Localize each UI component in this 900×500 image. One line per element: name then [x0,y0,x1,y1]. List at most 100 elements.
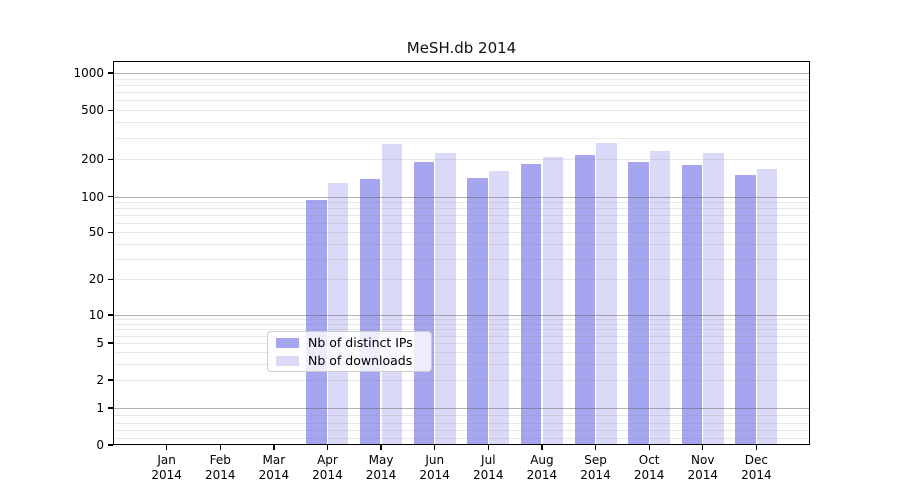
y-tickmark-500 [108,109,113,111]
x-axis-tick-label-aug: Aug 2014 [526,453,558,482]
gridline-minor-90 [113,202,810,204]
x-axis-tick-label-mar: Mar 2014 [258,453,290,482]
y-tickmark-2 [108,379,113,381]
x-tickmark-jan [166,445,168,450]
x-tickmark-jul [487,445,489,450]
x-axis-tick-label-apr: Apr 2014 [312,453,343,482]
bar-downloads-oct [649,150,671,445]
gridline-minor-900 [113,78,810,80]
bar-downloads-dec [756,169,778,445]
gridline-minor-600 [113,100,810,102]
x-tickmark-mar [273,445,275,450]
x-tickmark-nov [702,445,704,450]
gridline-minor-40 [113,243,810,245]
gridline-minor-60 [113,222,810,224]
gridline-minor-7 [113,329,810,331]
y-tickmark-10 [108,314,113,316]
x-axis-tick-label-jan: Jan 2014 [151,453,182,482]
y-axis-tick-label-10: 10 [88,308,104,322]
y-axis-tick-label-50: 50 [88,225,104,240]
bar-distinct-ips-jun [413,161,435,445]
bar-downloads-jul [488,171,510,445]
y-axis-tick-label-0: 0 [96,438,104,452]
x-tickmark-sep [594,445,597,450]
gridline-minor-500 [113,110,810,112]
bar-distinct-ips-apr [306,200,327,445]
gridline-minor-30 [113,258,810,260]
y-axis-tick-label-500: 500 [81,103,104,118]
bar-downloads-may [381,144,403,445]
x-axis-tick-label-sep: Sep 2014 [580,453,611,482]
gridline-minor-80 [113,208,810,210]
x-tickmark-oct [648,445,650,450]
bar-downloads-apr [328,183,349,445]
chart-title: MeSH.db 2014 [406,39,517,57]
y-axis-tick-label-200: 200 [81,152,104,167]
gridline-minor-200 [113,159,810,161]
gridline-minor-6 [113,335,810,337]
y-tickmark-5 [108,342,113,344]
gridline-major-100 [113,196,810,198]
bar-distinct-ips-may [360,178,381,445]
bar-distinct-ips-oct [628,161,649,445]
gridline-minor-0.2 [113,437,810,439]
y-axis-tick-label-20: 20 [88,272,104,287]
x-axis-tick-label-jun: Jun 2014 [419,453,450,482]
bar-downloads-sep [596,142,617,445]
gridline-minor-4 [113,352,810,353]
plot-area [113,61,810,445]
x-tickmark-may [380,445,382,450]
gridline-minor-0.8 [113,415,810,417]
x-axis-tick-label-may: May 2014 [365,453,397,482]
y-axis-tick-label-1000: 1000 [73,66,104,80]
y-axis-tick-label-5: 5 [96,335,104,350]
gridline-minor-50 [113,232,810,234]
legend: Nb of distinct IPs Nb of downloads [267,331,432,372]
y-tickmark-1 [108,407,113,409]
y-axis-tick-label-100: 100 [81,189,104,204]
bar-distinct-ips-aug [520,163,542,445]
gridline-minor-800 [113,84,810,86]
y-tickmark-0 [108,444,113,446]
gridline-minor-5 [113,342,810,344]
gridline-minor-0.4 [113,430,810,432]
gridline-major-1 [113,408,810,409]
y-axis-tick-label-2: 2 [96,373,104,387]
bar-downloads-aug [542,156,563,445]
gridline-minor-400 [113,122,810,124]
y-tickmark-20 [108,278,113,281]
legend-item-distinct-ips: Nb of distinct IPs [276,335,423,350]
y-tickmark-50 [108,231,113,233]
y-tickmark-100 [108,196,113,198]
gridline-minor-700 [113,92,810,94]
x-tickmark-feb [219,445,221,450]
gridline-minor-3 [113,363,810,365]
gridline-minor-0.6 [113,422,810,424]
gridline-minor-20 [113,279,810,281]
legend-label-distinct-ips: Nb of distinct IPs [308,335,413,350]
bar-downloads-jun [435,152,456,445]
x-tickmark-dec [755,445,758,450]
y-axis-tick-label-1: 1 [96,401,104,415]
gridline-major-1000 [113,73,810,74]
legend-label-downloads: Nb of downloads [308,353,413,368]
x-axis-tick-label-nov: Nov 2014 [687,453,719,482]
x-axis-tick-label-oct: Oct 2014 [633,453,665,482]
legend-swatch-downloads [276,355,299,366]
bar-distinct-ips-jul [467,178,488,445]
bar-distinct-ips-dec [735,174,756,445]
x-axis-tick-label-jul: Jul 2014 [473,453,504,482]
y-tickmark-200 [108,158,113,161]
gridline-minor-8 [113,324,810,325]
gridline-minor-70 [113,215,810,217]
x-axis-tick-label-dec: Dec 2014 [741,453,772,482]
gridline-minor-300 [113,137,810,139]
gridline-minor-9 [113,319,810,321]
x-tickmark-aug [541,445,543,450]
gridline-major-10 [113,315,810,316]
bar-distinct-ips-sep [574,155,595,445]
bar-distinct-ips-nov [681,164,703,445]
legend-swatch-distinct-ips [276,337,299,348]
legend-item-downloads: Nb of downloads [276,353,423,368]
